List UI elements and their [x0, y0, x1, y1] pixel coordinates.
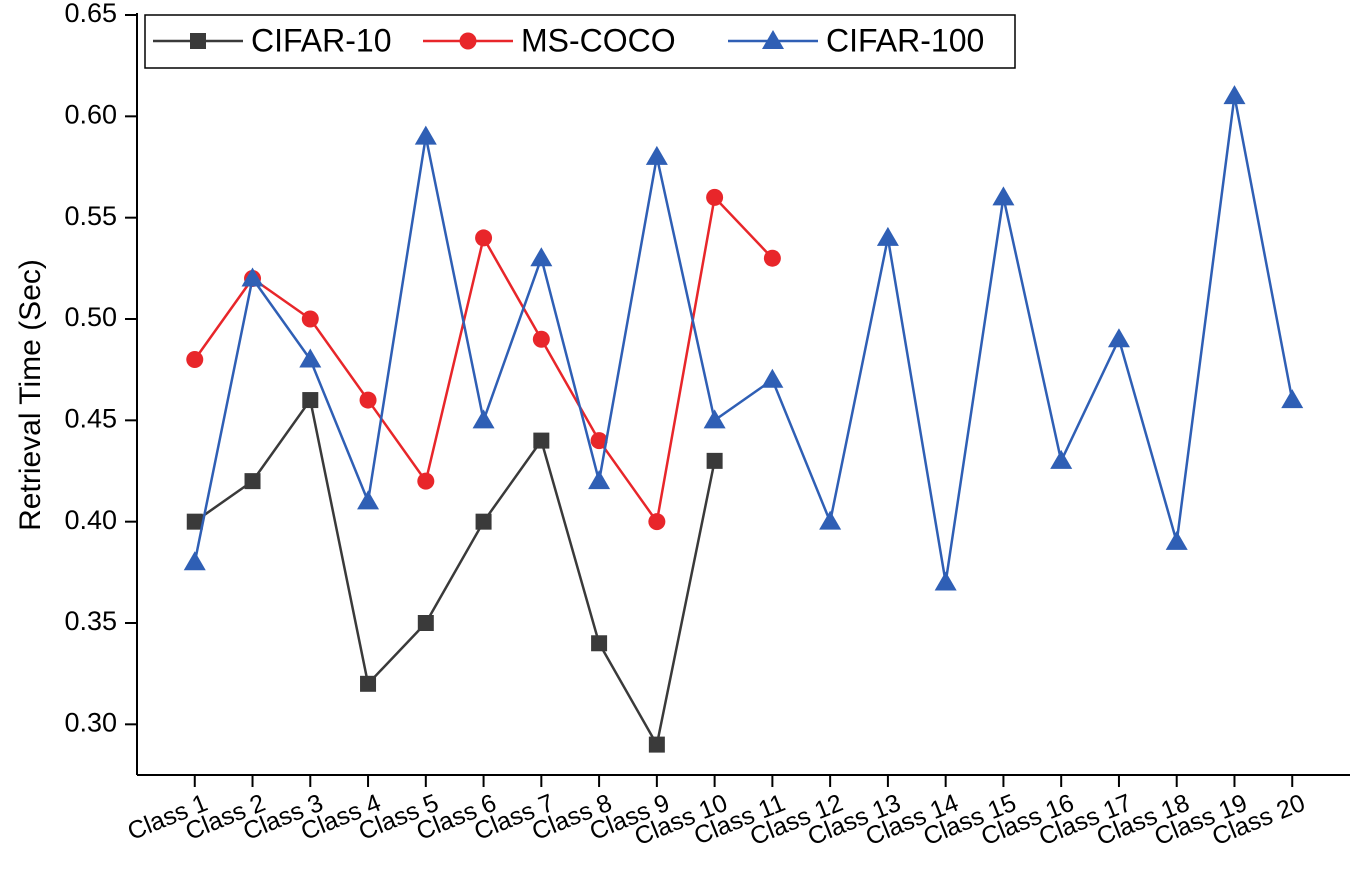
data-point	[591, 635, 608, 652]
y-tick-label: 0.45	[64, 403, 117, 433]
series-line	[194, 396, 716, 749]
data-point	[360, 675, 377, 692]
data-point	[876, 226, 899, 246]
data-point	[186, 513, 203, 530]
y-tick-label: 0.55	[64, 201, 117, 231]
data-point	[357, 490, 380, 510]
data-point	[1107, 328, 1130, 348]
data-point	[648, 513, 666, 531]
series-line	[193, 95, 1294, 583]
legend-label: CIFAR-100	[826, 22, 984, 58]
data-point	[1281, 389, 1304, 409]
legend-label: CIFAR-10	[251, 22, 391, 58]
data-point	[819, 510, 842, 530]
data-point	[645, 145, 668, 165]
data-point	[1050, 449, 1073, 469]
data-point	[417, 615, 434, 631]
data-point	[532, 330, 550, 348]
legend-box	[144, 14, 1016, 69]
y-tick-label: 0.30	[64, 707, 117, 737]
y-tick-label: 0.50	[64, 302, 117, 332]
data-point	[761, 368, 784, 388]
data-point	[1223, 85, 1246, 105]
data-point	[183, 551, 206, 571]
y-tick-label: 0.60	[64, 99, 117, 129]
legend: CIFAR-10 MS-COCO CIFAR-100	[144, 14, 1016, 69]
data-point	[588, 470, 611, 490]
data-point	[186, 351, 204, 369]
y-axis-label: Retrieval Time (Sec)	[14, 259, 47, 531]
data-point	[533, 432, 550, 449]
legend-label: MS-COCO	[521, 22, 676, 58]
data-point	[472, 409, 495, 429]
data-point	[475, 229, 493, 247]
data-point	[703, 409, 726, 429]
data-point	[934, 571, 957, 591]
y-tick-label: 0.65	[64, 0, 117, 28]
data-point	[530, 247, 553, 267]
data-point	[590, 432, 608, 450]
data-point	[1165, 530, 1188, 550]
data-point	[706, 452, 723, 469]
data-point	[648, 736, 665, 753]
data-point	[301, 310, 319, 328]
data-point	[992, 186, 1015, 206]
data-point	[244, 473, 261, 490]
data-point	[241, 267, 264, 287]
y-tick-label: 0.35	[64, 606, 117, 636]
data-point	[302, 392, 319, 409]
data-point	[475, 513, 492, 530]
y-tick-label: 0.40	[64, 505, 117, 535]
data-point	[763, 249, 781, 267]
data-point	[414, 125, 437, 145]
data-point	[417, 472, 435, 490]
legend-marker	[459, 32, 477, 50]
legend-marker	[190, 33, 206, 49]
data-point	[299, 348, 322, 368]
legend-marker	[762, 30, 784, 49]
data-point	[706, 188, 724, 206]
data-point	[359, 391, 377, 409]
